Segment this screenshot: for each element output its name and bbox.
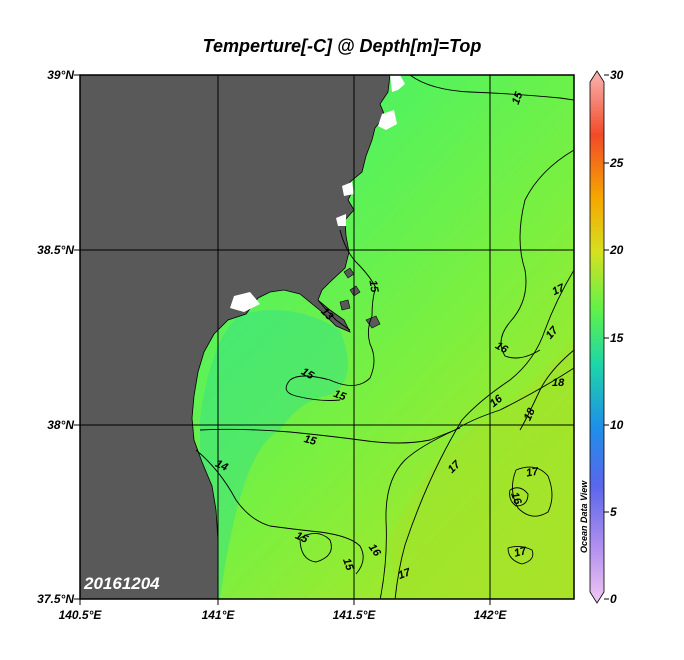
contour-label: 15 (332, 388, 348, 404)
contour-label: 16 (508, 491, 524, 507)
colorbar-scale (589, 70, 605, 604)
contour-label: 15 (366, 279, 380, 294)
lat-label: 37.5°N (37, 592, 74, 606)
no-data-area (378, 110, 397, 130)
colorbar-tick-label: 15 (610, 331, 624, 345)
isotherm-13 (317, 299, 351, 331)
contour-label: 14 (213, 458, 229, 474)
graticule (80, 75, 574, 599)
island (339, 299, 351, 311)
ocean-data-view-watermark: Ocean Data View (579, 480, 589, 553)
colorbar-tick-label: 0 (610, 592, 617, 606)
contour-label: 17 (525, 465, 540, 479)
isotherm-16 (500, 149, 574, 359)
isotherm-17-loop (512, 466, 553, 517)
colorbar (589, 70, 609, 604)
isotherm-15-loop (299, 533, 332, 563)
contour-label: 15 (340, 557, 356, 573)
date-stamp: 20161204 (84, 574, 160, 593)
land (80, 75, 391, 599)
isotherm-18 (519, 349, 574, 431)
isotherm-15 (409, 75, 574, 101)
warm-water-patch (390, 340, 574, 599)
isotherm-15-top (339, 229, 377, 289)
no-data-area (342, 182, 354, 196)
contour-label: 15 (293, 530, 310, 546)
contour-label: 18 (522, 406, 538, 423)
colorbar-tick-label: 5 (610, 505, 617, 519)
contour-label: 17 (550, 282, 567, 298)
isotherms (195, 75, 574, 599)
isotherm-15-south (199, 427, 461, 444)
contour-label: 15 (510, 90, 526, 106)
isotherm-17 (394, 269, 574, 599)
lat-label: 38.5°N (37, 243, 74, 257)
colorbar-tick-label: 30 (610, 68, 624, 82)
isotherm-17-small (507, 545, 534, 565)
coastal-cool-water (200, 310, 348, 599)
colorbar-tick-label: 20 (610, 243, 624, 257)
lon-label: 142°E (473, 608, 507, 622)
isotherm-14 (195, 449, 364, 575)
colorbar-tick-label: 10 (610, 418, 624, 432)
island (365, 315, 381, 329)
no-data-area (390, 75, 405, 92)
lat-label: 38°N (47, 418, 74, 432)
no-data-area (230, 292, 260, 312)
contour-label: 17 (513, 545, 529, 560)
colorbar-tick-label: 25 (610, 156, 624, 170)
lon-label: 140.5°E (58, 608, 102, 622)
contour-label: 15 (303, 433, 319, 448)
axis-ticks (74, 74, 491, 605)
isotherm-16-loop (509, 487, 529, 507)
lon-label: 141°E (201, 608, 235, 622)
isotherm-15-coast (285, 289, 376, 401)
lon-label: 141.5°E (332, 608, 376, 622)
no-data-area (336, 214, 346, 226)
isotherm-16b (379, 367, 574, 599)
contour-label: 17 (397, 566, 413, 582)
map-frame (79, 74, 575, 600)
isotherm-labels: 15 15 15 15 15 15 15 16 16 16 16 17 17 1… (213, 90, 567, 582)
lat-label: 39°N (47, 68, 74, 82)
contour-label: 18 (552, 377, 565, 389)
map-title: Temperture[-C] @ Depth[m]=Top (202, 36, 482, 56)
